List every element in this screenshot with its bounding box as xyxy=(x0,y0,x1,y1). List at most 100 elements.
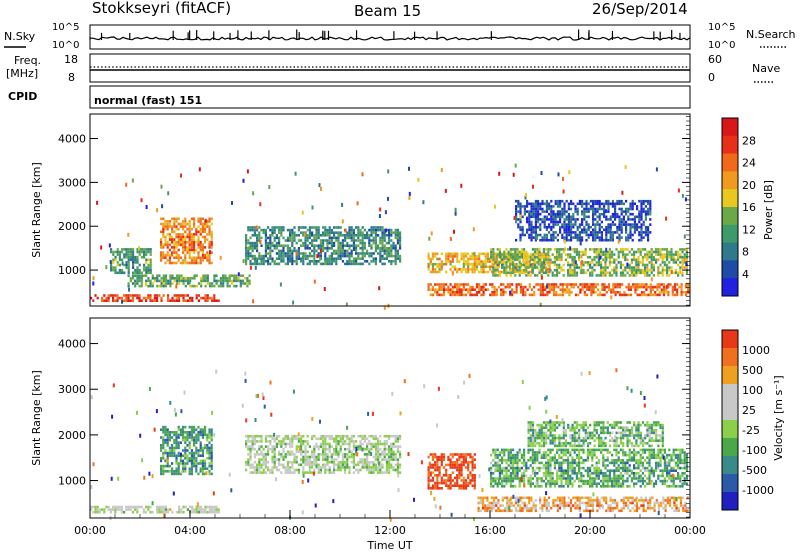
data-cell xyxy=(390,262,393,266)
data-cell xyxy=(490,255,493,259)
data-cell xyxy=(636,205,639,208)
data-cell xyxy=(595,274,598,277)
data-cell xyxy=(512,261,515,264)
data-cell xyxy=(129,255,132,259)
data-cell xyxy=(267,244,270,247)
data-cell xyxy=(449,476,452,480)
data-cell xyxy=(377,437,380,441)
data-cell xyxy=(339,450,342,454)
data-cell xyxy=(642,202,645,206)
data-cell xyxy=(201,431,204,434)
data-cell xyxy=(98,510,101,514)
data-cell xyxy=(490,496,493,500)
data-cell xyxy=(200,282,203,285)
data-cell xyxy=(258,440,261,443)
data-cell xyxy=(528,260,531,263)
data-cell xyxy=(458,476,461,480)
data-cell xyxy=(175,462,178,465)
data-cell xyxy=(286,260,289,263)
data-cell xyxy=(451,260,454,263)
data-cell xyxy=(258,239,261,242)
data-cell xyxy=(505,263,508,267)
data-cell xyxy=(482,265,485,269)
data-cell xyxy=(611,212,614,216)
data-cell xyxy=(114,255,117,259)
data-cell xyxy=(611,202,614,206)
data-cell xyxy=(341,434,344,438)
data-cell xyxy=(514,255,517,259)
data-cell xyxy=(160,217,163,221)
data-cell xyxy=(571,268,574,272)
data-cell xyxy=(206,251,209,254)
data-cell xyxy=(464,466,468,469)
data-cell xyxy=(618,233,621,237)
data-cell xyxy=(492,501,496,505)
data-cell xyxy=(260,471,263,474)
data-cell xyxy=(147,284,150,288)
data-cell xyxy=(256,262,259,266)
data-cell xyxy=(368,442,371,446)
data-cell xyxy=(379,440,382,443)
data-cell xyxy=(598,228,601,232)
data-cell xyxy=(567,271,570,275)
data-cell xyxy=(460,453,463,456)
data-cell xyxy=(251,440,254,443)
data-cell xyxy=(337,231,340,234)
data-cell xyxy=(337,460,340,464)
data-cell xyxy=(346,234,349,237)
data-cell xyxy=(184,235,187,239)
data-cell xyxy=(341,254,344,258)
data-cell xyxy=(567,202,570,206)
data-cell xyxy=(162,243,165,247)
data-cell xyxy=(394,231,397,234)
data-cell xyxy=(580,263,583,267)
data-cell xyxy=(162,256,165,260)
data-cell xyxy=(337,450,340,454)
data-cell xyxy=(538,250,541,254)
data-cell xyxy=(337,453,340,456)
data-cell xyxy=(346,453,349,456)
data-cell xyxy=(269,468,272,472)
data-cell xyxy=(541,210,544,213)
data-cell xyxy=(456,291,459,294)
data-cell xyxy=(328,260,331,263)
data-cell xyxy=(271,460,274,464)
data-cell xyxy=(388,434,391,438)
data-cell xyxy=(291,262,294,266)
data-cell xyxy=(620,210,623,213)
data-cell xyxy=(642,220,645,224)
data-cell xyxy=(156,294,159,297)
data-cell xyxy=(379,236,382,240)
data-cell xyxy=(361,252,364,255)
data-cell xyxy=(552,218,555,221)
data-cell xyxy=(532,210,535,213)
data-cell xyxy=(335,262,338,266)
data-cell xyxy=(569,266,572,269)
data-cell xyxy=(328,437,331,441)
data-cell xyxy=(121,250,124,254)
data-cell xyxy=(624,253,627,256)
data-cell xyxy=(315,236,318,240)
data-cell xyxy=(204,446,207,450)
data-cell xyxy=(297,234,300,237)
data-cell xyxy=(571,261,574,264)
data-cell xyxy=(300,447,303,451)
data-cell xyxy=(297,468,300,472)
data-cell xyxy=(571,255,574,259)
data-cell xyxy=(282,254,285,258)
data-cell xyxy=(178,294,181,297)
data-cell xyxy=(562,248,565,251)
data-cell xyxy=(661,274,664,277)
data-cell xyxy=(188,470,191,473)
data-cell xyxy=(604,250,607,254)
data-cell xyxy=(186,246,189,249)
data-cell xyxy=(182,464,185,468)
data-cell xyxy=(359,231,362,234)
data-cell xyxy=(535,252,538,256)
data-cell xyxy=(574,223,577,226)
data-cell xyxy=(555,285,558,289)
noise-cell xyxy=(316,254,319,259)
data-cell xyxy=(164,470,167,473)
data-cell xyxy=(506,265,509,269)
data-cell xyxy=(271,231,274,234)
